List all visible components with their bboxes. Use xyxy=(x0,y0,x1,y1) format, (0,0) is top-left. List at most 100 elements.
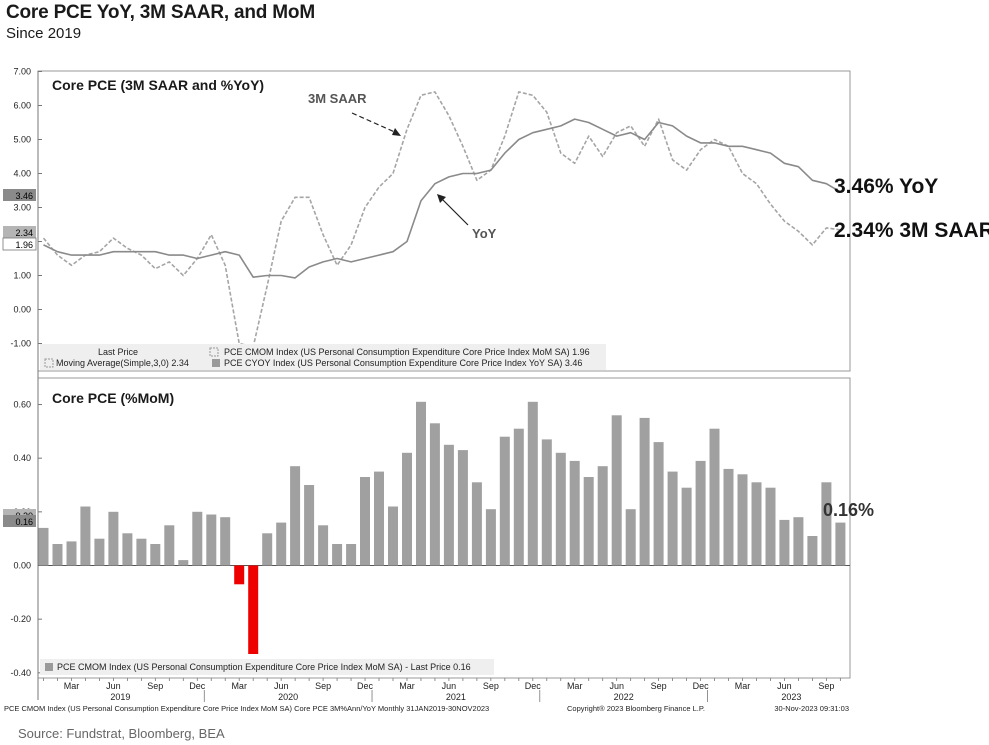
mom-bar xyxy=(723,468,734,566)
mom-bar xyxy=(38,527,49,566)
mom-bar xyxy=(346,544,357,566)
mom-bar xyxy=(388,506,398,566)
x-month-label: Dec xyxy=(189,681,206,691)
saar-annotation: 3M SAAR xyxy=(308,91,367,106)
mom-bar xyxy=(751,482,762,566)
x-year-label: 2020 xyxy=(278,692,298,702)
mom-bar xyxy=(429,423,440,566)
axis-box-mom xyxy=(2,237,37,251)
mom-bar xyxy=(360,477,370,566)
mom-bar xyxy=(807,536,818,566)
x-month-label: Mar xyxy=(231,681,247,691)
axis-box-yoy xyxy=(3,189,36,201)
x-month-label: Jun xyxy=(442,681,457,691)
bottom-y-tick-label: 0.40 xyxy=(13,453,31,463)
mom-bar xyxy=(332,544,343,566)
x-month-label: Sep xyxy=(315,681,331,691)
mom-bar xyxy=(262,533,273,566)
legend-header: Last Price xyxy=(98,347,138,357)
mom-bar xyxy=(597,466,608,566)
axis-box-saar-text: 2.34 xyxy=(15,228,33,238)
mom-bar xyxy=(248,565,259,654)
mom-bar xyxy=(793,517,804,566)
mom-bar xyxy=(611,415,622,566)
x-month-label: Dec xyxy=(525,681,542,691)
mom-bar xyxy=(402,452,412,566)
top-panel-frame xyxy=(37,70,851,372)
mom-bar xyxy=(639,417,650,566)
x-month-label: Jun xyxy=(274,681,289,691)
mom-bar xyxy=(765,487,776,566)
mom-bar xyxy=(681,487,692,566)
legend-row1-left: Moving Average(Simple,3,0) 2.34 xyxy=(56,358,189,368)
axis-box-saar xyxy=(3,226,36,238)
top-y-tick-label: 0.00 xyxy=(13,305,31,315)
yoy-arrow-head xyxy=(437,194,446,203)
saar-arrow-line xyxy=(351,112,398,134)
mom-bar xyxy=(513,428,524,566)
x-year-label: 2021 xyxy=(446,692,466,702)
x-month-label: Mar xyxy=(567,681,583,691)
mom-bar xyxy=(164,525,175,566)
x-year-label: 2019 xyxy=(110,692,130,702)
mom-bar xyxy=(569,460,580,566)
bottom-y-tick-label: 0.00 xyxy=(13,561,31,571)
yoy-right-label: 3.46% YoY xyxy=(834,175,938,198)
mom-bar xyxy=(485,509,496,566)
mom-bar xyxy=(80,506,91,566)
mom-bar xyxy=(835,522,846,566)
top-y-tick-label: 6.00 xyxy=(13,101,31,111)
page-title: Core PCE YoY, 3M SAAR, and MoM xyxy=(6,2,315,23)
x-year-label: 2022 xyxy=(614,692,634,702)
mom-bar xyxy=(737,474,748,566)
x-month-label: Dec xyxy=(357,681,374,691)
bottom-y-tick-label: 0.60 xyxy=(13,400,31,410)
x-month-label: Jun xyxy=(106,681,121,691)
mom-bar xyxy=(695,460,706,566)
legend-row1-right: PCE CMOM Index (US Personal Consumption … xyxy=(224,347,590,357)
mom-bar xyxy=(821,482,832,566)
source-note: Source: Fundstrat, Bloomberg, BEA xyxy=(18,726,225,741)
mom-bar xyxy=(779,519,790,566)
x-month-label: Mar xyxy=(64,681,80,691)
bottom-panel-title: Core PCE (%MoM) xyxy=(52,390,174,406)
saar-arrow-head xyxy=(392,128,401,136)
top-legend-box xyxy=(40,344,606,370)
mom-bar xyxy=(66,541,77,566)
mom-bar xyxy=(108,511,119,566)
footer-right: 30-Nov-2023 09:31:03 xyxy=(774,704,849,713)
mom-bar xyxy=(457,450,468,566)
mom-last-label: 0.16% xyxy=(823,500,874,520)
legend-swatch-cyoy xyxy=(212,359,220,367)
x-month-label: Mar xyxy=(399,681,415,691)
mom-bar xyxy=(374,471,384,566)
top-y-tick-label: 5.00 xyxy=(13,135,31,145)
x-month-label: Sep xyxy=(147,681,163,691)
yoy-line xyxy=(43,118,841,279)
top-y-tick-label: 4.00 xyxy=(13,169,31,179)
x-year-label: 2023 xyxy=(781,692,801,702)
mom-bar xyxy=(192,511,203,566)
x-month-label: Mar xyxy=(735,681,751,691)
mom-bar xyxy=(709,428,720,566)
saar-right-label: 2.34% 3M SAAR xyxy=(834,219,989,242)
yoy-annotation: YoY xyxy=(472,226,497,241)
mom-bar xyxy=(220,517,231,566)
x-month-label: Dec xyxy=(693,681,710,691)
x-month-label: Jun xyxy=(777,681,792,691)
mom-bar xyxy=(136,538,147,566)
mom-bar xyxy=(667,471,678,566)
mom-bar xyxy=(52,544,63,566)
legend-swatch-bar xyxy=(45,663,53,671)
saar-line xyxy=(42,91,841,348)
mom-bar xyxy=(471,482,482,566)
mom-bar xyxy=(150,544,161,566)
top-y-tick-label: 3.00 xyxy=(13,203,31,213)
mom-bar xyxy=(276,522,287,566)
footer-left: PCE CMOM Index (US Personal Consumption … xyxy=(4,704,489,713)
legend-swatch-cmom xyxy=(209,347,219,357)
mom-bar xyxy=(499,436,510,566)
mom-bar xyxy=(206,514,217,566)
mom-bar xyxy=(541,439,552,566)
